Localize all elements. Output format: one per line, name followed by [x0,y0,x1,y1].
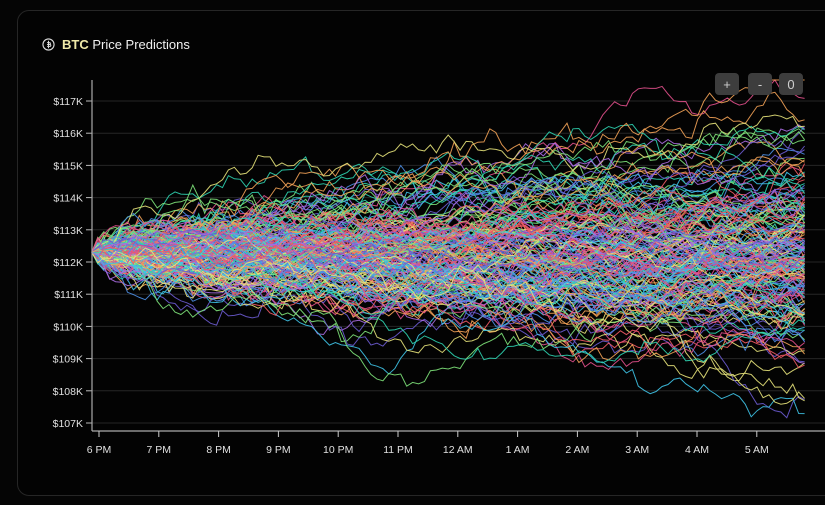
prediction-series-line [91,192,805,260]
prediction-series-line [91,251,805,364]
x-tick-label: 10 PM [323,444,353,456]
y-tick-label: $114K [53,193,83,205]
x-tick-label: 2 AM [565,444,589,456]
prediction-series-line [91,251,805,330]
x-tick-label: 3 AM [625,444,649,456]
title-ticker: BTC [62,37,89,52]
prediction-series-line [91,248,805,364]
prediction-series-line [91,247,805,387]
prediction-series-line [91,192,805,253]
y-tick-label: $107K [53,418,83,430]
y-tick-label: $116K [53,128,83,140]
prediction-series-line [91,202,805,261]
prediction-series-line [91,186,805,263]
title-text: Price Predictions [88,37,190,52]
prediction-series-line [91,243,805,298]
x-tick-label: 1 AM [506,444,530,456]
prediction-series-line [91,235,805,316]
y-tick-label: $117K [53,96,83,108]
prediction-series-line [91,220,805,357]
prediction-series-line [91,144,805,266]
zoom-out-button[interactable]: - [748,73,772,95]
prediction-series-line [91,190,805,261]
y-tick-label: $113K [53,225,83,237]
zoom-in-button[interactable]: + [715,73,739,95]
x-tick-label: 5 AM [745,444,769,456]
prediction-series-line [91,240,805,327]
prediction-series-line [91,236,805,342]
prediction-series-line [91,79,805,271]
x-tick-label: 11 PM [383,444,413,456]
y-tick-label: $109K [53,354,83,366]
x-tick-label: 9 PM [266,444,291,456]
chart-title: BTC Price Predictions [42,37,190,52]
y-tick-label: $111K [54,289,83,301]
prediction-series-line [91,235,805,348]
prediction-series-line [91,195,806,271]
bitcoin-circle-icon [42,38,55,51]
y-tick-label: $112K [53,257,83,269]
prediction-series-line [91,127,805,261]
prediction-series-line [91,247,805,311]
prediction-series-line [91,219,805,269]
prediction-series-line [91,247,805,405]
prediction-series-line [91,251,805,363]
prediction-series-line [91,228,805,276]
prediction-series-line [91,250,805,402]
prediction-series-line [91,114,805,253]
y-tick-label: $115K [53,160,83,172]
prediction-series-line [91,140,806,261]
y-tick-label: $108K [53,386,83,398]
reset-zoom-button[interactable]: 0 [779,73,803,95]
prediction-series-line [91,127,805,253]
prediction-series-line [91,138,805,274]
prediction-series-line [91,225,805,277]
x-tick-label: 8 PM [206,444,231,456]
prediction-series-line [91,234,805,294]
x-tick-label: 4 AM [685,444,709,456]
prediction-series-line [91,233,805,323]
x-tick-label: 7 PM [147,444,172,456]
prediction-series-line [91,145,805,267]
x-tick-label: 12 AM [443,444,473,456]
prediction-series-line [91,221,805,270]
prediction-series-line [91,230,805,276]
prediction-series-line [91,168,805,254]
x-tick-label: 6 PM [87,444,112,456]
y-tick-label: $110K [53,321,83,333]
prediction-series-line [91,218,805,266]
prediction-series-line [91,217,805,303]
